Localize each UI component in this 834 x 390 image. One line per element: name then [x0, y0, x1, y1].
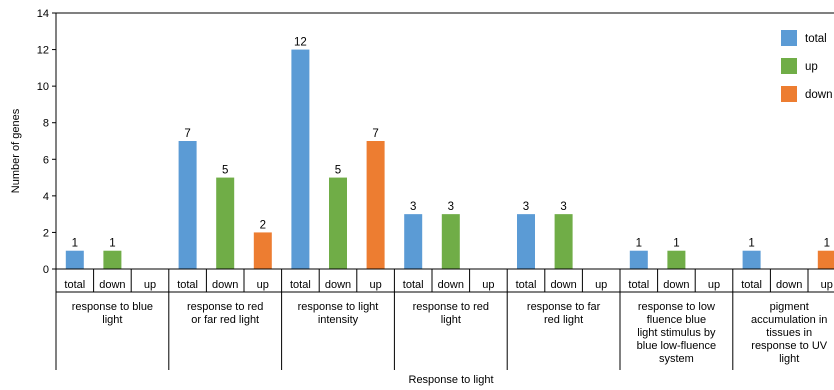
bar [65, 250, 84, 269]
bar [291, 49, 310, 270]
bar-value-label: 1 [636, 238, 642, 250]
bar-category-label: total [628, 279, 649, 291]
x-axis-title: Response to light [409, 374, 494, 386]
y-axis-title: Number of genes [10, 108, 22, 193]
bar-value-label: 7 [372, 128, 378, 140]
bar [329, 177, 347, 269]
bar [817, 250, 834, 269]
bar-category-label: total [64, 279, 85, 291]
bar [366, 141, 385, 269]
bar-value-label: 2 [260, 219, 266, 231]
y-tick-label: 6 [43, 154, 49, 166]
bar [742, 250, 761, 269]
bar [667, 250, 686, 269]
bar [629, 250, 648, 269]
bar-category-label: down [776, 279, 802, 291]
bar [178, 141, 197, 269]
bar-category-label: up [482, 279, 494, 291]
bar-category-label: up [821, 279, 833, 291]
bar-category-label: total [741, 279, 762, 291]
bar-category-label: down [99, 279, 125, 291]
bar-value-label: 7 [184, 128, 190, 140]
group-label: pigment accumulation in tissues in response… [751, 301, 828, 365]
group-label: response to blue light [72, 301, 153, 326]
bar-category-label: total [177, 279, 198, 291]
bar-value-label: 1 [109, 238, 115, 250]
group-label: response to light intensity [298, 301, 379, 326]
legend-swatch [781, 58, 797, 74]
group-label: response to far red light [527, 301, 601, 326]
bar [554, 214, 573, 269]
bar-value-label: 1 [673, 238, 679, 250]
y-tick-label: 8 [43, 118, 49, 130]
bar-value-label: 12 [294, 37, 307, 49]
group-label: response to red light [413, 301, 489, 326]
bar-category-label: down [325, 279, 351, 291]
bar [103, 250, 122, 269]
bar [216, 177, 235, 269]
bar-category-label: down [438, 279, 464, 291]
bar [253, 232, 272, 269]
bar-category-label: total [403, 279, 424, 291]
bar-category-label: up [595, 279, 607, 291]
y-tick-label: 4 [43, 191, 49, 203]
bar [404, 214, 423, 269]
bar-value-label: 1 [72, 238, 78, 250]
legend-label: down [805, 89, 833, 101]
bar-category-label: total [290, 279, 311, 291]
bar-category-label: down [663, 279, 689, 291]
bar-category-label: up [144, 279, 156, 291]
group-label: response to low fluence blue light stimulu… [637, 301, 717, 365]
bar-category-label: total [516, 279, 537, 291]
legend: total up down [781, 30, 833, 102]
legend-label: total [805, 33, 827, 45]
bar-value-label: 1 [748, 238, 754, 250]
y-tick-label: 0 [43, 264, 49, 276]
group-label: response to red or far red light [187, 301, 263, 326]
y-tick-label: 2 [43, 227, 49, 239]
bar-value-label: 3 [523, 201, 529, 213]
y-tick-label: 12 [37, 45, 49, 57]
y-tick-label: 14 [37, 8, 49, 20]
bar-category-label: up [369, 279, 381, 291]
bar-category-label: up [708, 279, 720, 291]
legend-swatch [781, 30, 797, 46]
bar-value-label: 1 [824, 238, 830, 250]
bar-value-label: 5 [335, 165, 341, 177]
bar [517, 214, 535, 269]
bar-category-label: down [550, 279, 576, 291]
bar-value-label: 5 [222, 165, 228, 177]
bar-category-label: up [257, 279, 269, 291]
bar-category-label: down [212, 279, 238, 291]
legend-label: up [805, 61, 818, 73]
bar-value-label: 3 [448, 201, 454, 213]
y-tick-label: 10 [37, 81, 49, 93]
legend-swatch [781, 86, 797, 102]
bar-value-label: 3 [410, 201, 416, 213]
bar-value-label: 3 [560, 201, 566, 213]
bar [441, 214, 460, 269]
